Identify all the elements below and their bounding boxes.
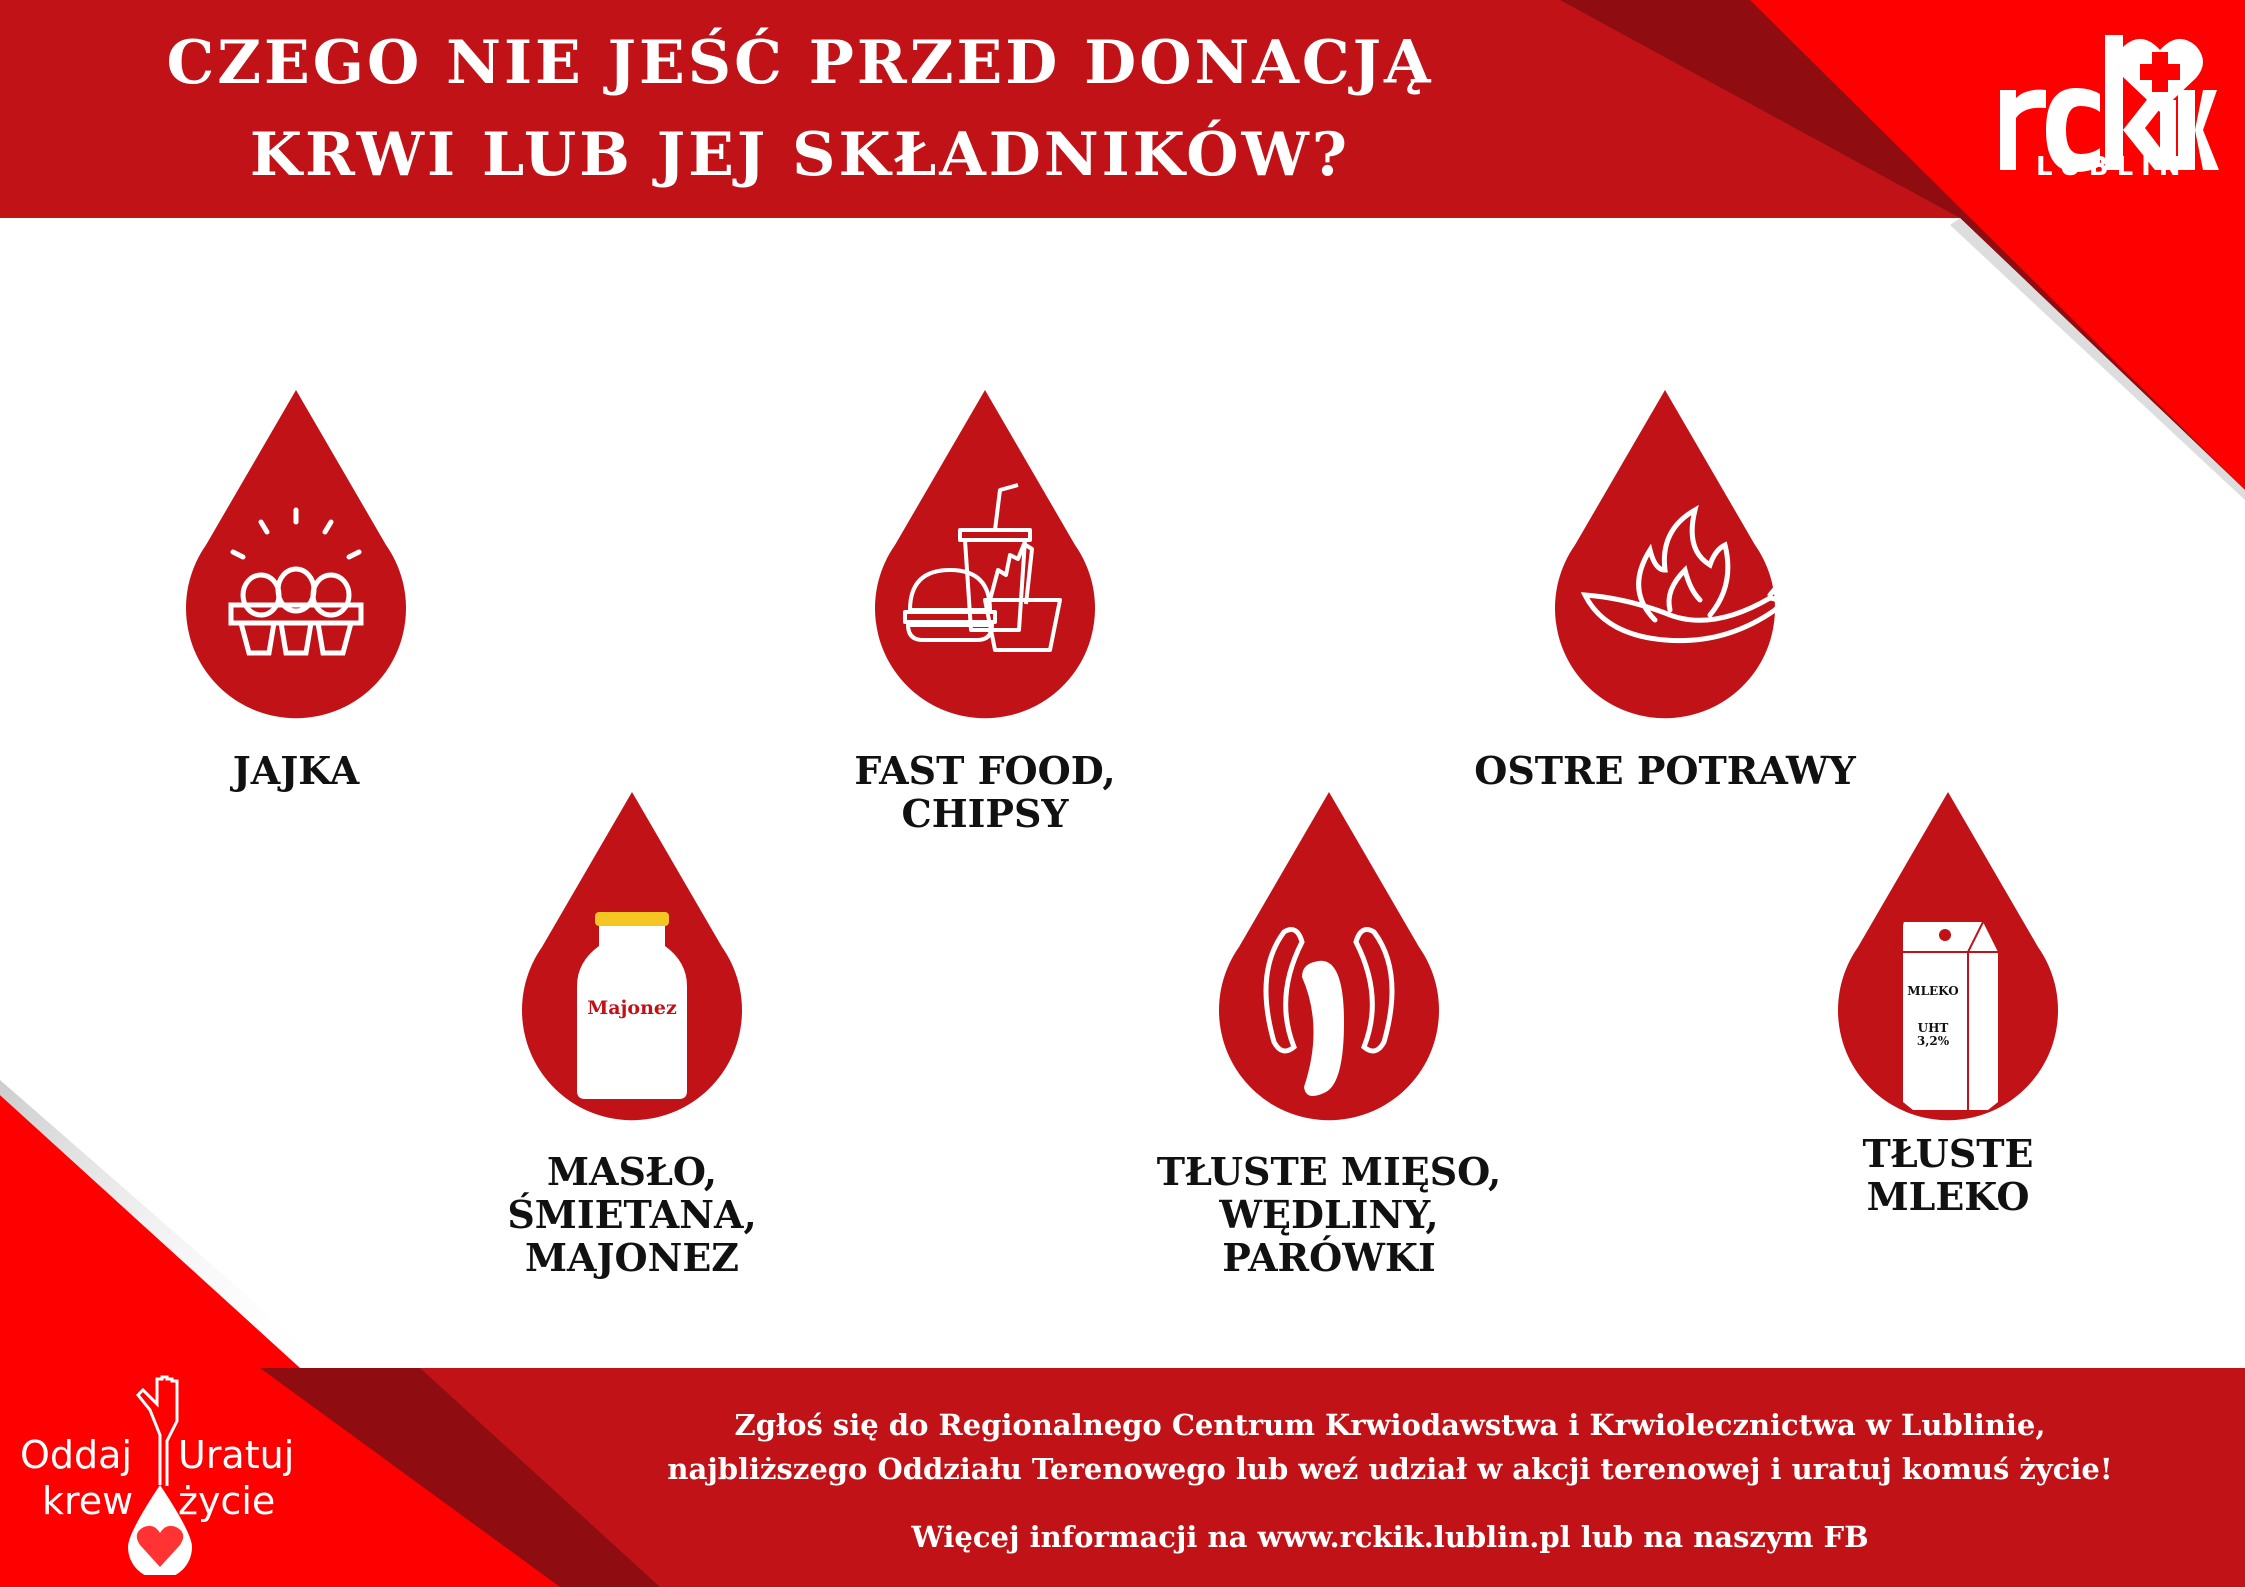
item-label: TŁUSTE MIĘSO, WĘDLINY, PARÓWKI	[1079, 1150, 1579, 1279]
campaign-word-oddaj: Oddaj	[20, 1433, 132, 1477]
eggs-carton-icon	[228, 507, 364, 656]
item-label-line: MAJONEZ	[524, 1235, 740, 1280]
item-label-line: WĘDLINY,	[1219, 1192, 1439, 1237]
drop-eggs-carton-icon	[181, 390, 411, 720]
item-label-line: OSTRE POTRAWY	[1474, 748, 1856, 793]
chili-fire-icon	[1580, 504, 1783, 644]
item-label: MASŁO, ŚMIETANA, MAJONEZ	[382, 1150, 882, 1279]
item-label-line: ŚMIETANA,	[507, 1192, 757, 1237]
jar-label: Majonez	[587, 997, 677, 1019]
mayonnaise-jar-icon: Majonez	[577, 912, 687, 1099]
footer-website-line[interactable]: Więcej informacji na www.rckik.lublin.pl…	[911, 1520, 1869, 1554]
fast-food-icon	[903, 483, 1062, 652]
campaign-word-zycie: życie	[178, 1479, 276, 1523]
footer-line-1: Zgłoś się do Regionalnego Centrum Krwiod…	[734, 1408, 2046, 1442]
footer-line-2: najbliższego Oddziału Terenowego lub weź…	[667, 1452, 2113, 1486]
svg-text:UHT: UHT	[1918, 1021, 1949, 1035]
item-label: TŁUSTE MLEKO	[1698, 1132, 2198, 1218]
item-label: FAST FOOD, CHIPSY	[735, 749, 1235, 835]
item-label: OSTRE POTRAWY	[1415, 749, 1915, 792]
drop-mayonnaise-jar-icon: Majonez	[517, 792, 747, 1122]
item-label-line: TŁUSTE MIĘSO,	[1156, 1149, 1502, 1194]
item-label-line: PARÓWKI	[1222, 1235, 1436, 1280]
campaign-word-uratuj: Uratuj	[178, 1433, 295, 1477]
drop-chili-fire-icon	[1550, 390, 1783, 720]
logo-subtitle: LUBLIN	[2036, 152, 2189, 182]
item-label-line: MASŁO,	[546, 1149, 718, 1194]
rckik-logo	[2000, 35, 2219, 172]
item-label-line: TŁUSTE	[1862, 1131, 2034, 1176]
item-label-line: CHIPSY	[901, 791, 1069, 836]
sausages-icon	[1263, 927, 1395, 1096]
drop-fast-food-icon	[870, 390, 1100, 720]
item-label-line: FAST FOOD,	[854, 748, 1116, 793]
campaign-word-krew: krew	[42, 1479, 134, 1523]
page-title-line-1: CZEGO NIE JEŚĆ PRZED DONACJĄ	[166, 28, 1434, 98]
svg-text:MLEKO: MLEKO	[1907, 984, 1958, 998]
svg-text:3,2%: 3,2%	[1917, 1034, 1950, 1048]
hand-drop-icon	[128, 1375, 192, 1575]
page-title-line-2: KRWI LUB JEJ SKŁADNIKÓW?	[249, 120, 1351, 190]
item-label-line: JAJKA	[232, 748, 360, 793]
corner-bottom-left	[0, 1095, 560, 1587]
drop-milk-carton-icon: MLEKO UHT 3,2%	[1833, 792, 2063, 1122]
item-label: JAJKA	[46, 749, 546, 792]
item-label-line: MLEKO	[1866, 1174, 2030, 1219]
drop-sausages-icon	[1214, 792, 1444, 1122]
